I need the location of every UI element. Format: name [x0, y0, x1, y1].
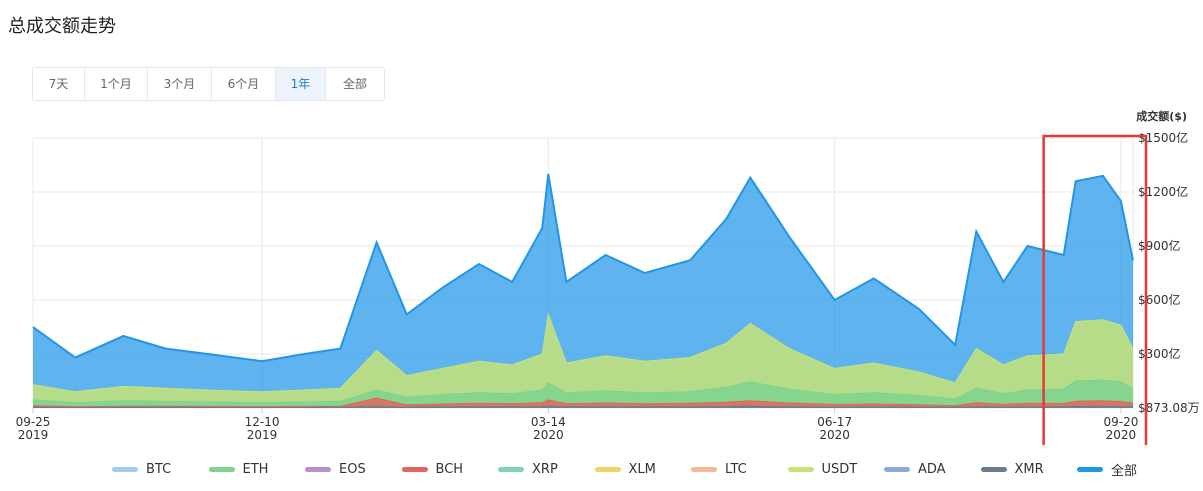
line-XMR [32, 405, 1134, 409]
legend-item-BCH[interactable]: BCH [401, 458, 464, 480]
legend-swatch [305, 466, 331, 472]
x-tick-year: 2019 [247, 428, 278, 442]
legend-label: USDT [821, 461, 858, 477]
y-tick-label: $600亿 [1138, 292, 1181, 307]
area-全部 [33, 174, 1133, 408]
x-tick-year: 2019 [18, 428, 49, 442]
legend-label: LTC [725, 461, 747, 477]
legend-label: ADA [918, 461, 946, 477]
legend-item-USDT[interactable]: USDT [787, 458, 858, 480]
volume-area-chart: $873.08万 $300亿 $600亿 $900亿 $1200亿 $1500亿 09-2… [16, 130, 1200, 445]
legend-label: XLM [628, 461, 656, 477]
legend-item-全部[interactable]: 全部 [1077, 458, 1137, 480]
legend-item-BTC[interactable]: BTC [112, 458, 171, 480]
legend-swatch [594, 466, 621, 472]
legend-swatch [208, 466, 235, 472]
series-areas [32, 173, 1134, 409]
legend-label: XMR [1014, 461, 1044, 477]
legend-label: EOS [339, 461, 366, 477]
legend-item-ETH[interactable]: ETH [208, 458, 269, 480]
legend-swatch [1077, 466, 1103, 472]
legend-item-XRP[interactable]: XRP [498, 458, 558, 480]
area-ETH [33, 380, 1133, 408]
legend-label: BCH [435, 461, 464, 477]
x-tick-date: 06-17 [817, 415, 852, 429]
x-tick-year: 2020 [533, 428, 564, 442]
legend-label: XRP [532, 461, 558, 477]
legend-swatch [884, 466, 910, 472]
x-tick-date: 03-14 [531, 415, 566, 429]
x-tick-year: 2020 [819, 428, 850, 442]
tab-1y[interactable]: 1年 [276, 68, 326, 100]
x-tick-date: 09-20 [1104, 415, 1139, 429]
tab-7d[interactable]: 7天 [33, 68, 85, 100]
area-USDT [33, 314, 1133, 408]
line-ETH [32, 379, 1134, 404]
legend-swatch [112, 466, 138, 472]
legend-swatch [401, 466, 428, 472]
legend-item-LTC[interactable]: LTC [691, 458, 747, 480]
highlight-box [1042, 134, 1148, 445]
line-全部 [32, 173, 1134, 363]
legend-swatch [980, 466, 1007, 472]
area-BCH [33, 398, 1133, 408]
y-axis-title: 成交额($) [1136, 110, 1187, 123]
y-tick-label: $300亿 [1138, 346, 1181, 361]
time-range-tabs: 7天 1个月 3个月 6个月 1年 全部 [32, 67, 385, 101]
legend-label: BTC [146, 461, 172, 477]
line-USDT [32, 312, 1134, 393]
y-tick-label: $1500亿 [1138, 130, 1188, 145]
legend-item-EOS[interactable]: EOS [305, 458, 366, 480]
tab-1m[interactable]: 1个月 [85, 68, 148, 100]
tab-all[interactable]: 全部 [342, 77, 367, 91]
y-tick-label: $1200亿 [1138, 184, 1188, 199]
legend-swatch [498, 466, 524, 472]
legend-item-XMR[interactable]: XMR [980, 458, 1044, 480]
tab-3m[interactable]: 3个月 [148, 68, 212, 100]
legend-label: 全部 [1111, 463, 1138, 479]
page-title: 总成交额走势 [8, 16, 116, 37]
y-tick-label: $900亿 [1138, 238, 1181, 253]
legend-swatch [691, 466, 717, 472]
legend-swatch [787, 466, 814, 472]
x-axis: 09-25201912-10201903-14202006-17202009-2… [16, 408, 1139, 442]
x-tick-date: 12-10 [245, 415, 280, 429]
y-tick-label: $873.08万 [1138, 401, 1200, 415]
y-axis: $873.08万 $300亿 $600亿 $900亿 $1200亿 $1500亿 [1138, 130, 1200, 415]
legend-item-ADA[interactable]: ADA [884, 458, 946, 480]
x-tick-date: 09-25 [16, 415, 51, 429]
tab-6m[interactable]: 6个月 [212, 68, 276, 100]
line-BCH [32, 397, 1134, 408]
chart-legend: BTC ETH EOS BCH XRP XLM LTC USDT ADA XMR 全部 [0, 458, 1203, 480]
legend-label: ETH [242, 461, 269, 477]
x-tick-year: 2020 [1106, 428, 1137, 442]
legend-item-XLM[interactable]: XLM [594, 458, 656, 480]
